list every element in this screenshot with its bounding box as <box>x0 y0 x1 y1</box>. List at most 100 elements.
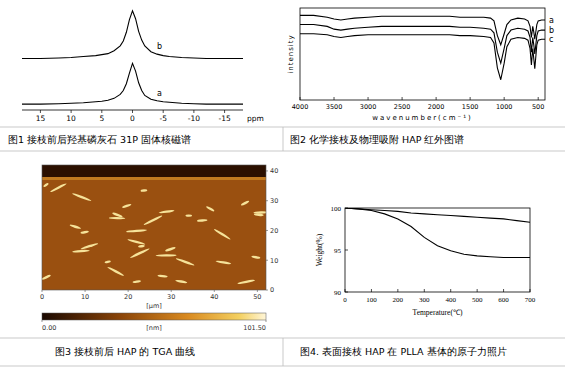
particle <box>130 247 150 258</box>
x-tick <box>85 290 86 292</box>
x-tick-label: 0 <box>343 296 347 304</box>
particle <box>157 274 167 277</box>
y-tick-label: 40 <box>270 167 278 175</box>
x-tick-label: -10 <box>188 114 200 123</box>
plot-frame <box>345 208 530 292</box>
image-frame <box>42 165 266 290</box>
table-rule <box>283 127 284 151</box>
series-line <box>22 63 243 104</box>
particle <box>213 228 231 240</box>
x-tick <box>193 110 194 113</box>
x-axis-title: [μm] <box>146 302 162 310</box>
x-tick <box>214 290 215 292</box>
series-label: b <box>549 26 554 35</box>
table-rule <box>0 151 565 152</box>
x-tick <box>132 110 133 113</box>
x-tick-label: 0 <box>130 114 135 123</box>
x-tick <box>424 289 425 292</box>
x-tick-label: 10 <box>81 293 89 301</box>
x-tick-label: 2500 <box>394 103 411 111</box>
x-tick-label: 10 <box>66 114 76 123</box>
colorbar-tick-label: 101.50 <box>243 324 266 332</box>
series-label: a <box>549 16 554 25</box>
particle <box>253 211 266 214</box>
particle <box>80 230 89 234</box>
particle <box>143 215 163 226</box>
caption: 图3 接枝前后 HAP 的 TGA 曲线 <box>55 346 195 357</box>
x-tick <box>334 97 335 100</box>
particle <box>50 182 67 192</box>
particle <box>42 274 51 280</box>
x-tick <box>42 290 43 292</box>
particle <box>140 189 147 192</box>
particle <box>156 254 177 257</box>
y-tick <box>266 200 268 201</box>
x-tick <box>163 110 164 113</box>
colorbar <box>42 313 266 320</box>
particle <box>158 209 174 214</box>
y-tick-label: 30 <box>270 197 278 205</box>
figure: 151050-5-10-15ppmab图1 接枝前后羟基磷灰石 31P 固体核磁… <box>0 0 565 370</box>
y-tick-label: 10 <box>270 257 278 265</box>
x-tick <box>101 110 102 113</box>
x-tick <box>503 289 504 292</box>
y-tick-label: 90 <box>334 289 342 297</box>
x-tick <box>402 97 403 100</box>
x-tick-label: 1000 <box>496 103 513 111</box>
x-tick-label: -5 <box>159 114 167 123</box>
colorbar-tick <box>266 320 267 322</box>
particle <box>197 219 208 222</box>
x-tick <box>477 289 478 292</box>
plot-area <box>300 15 545 79</box>
x-tick <box>450 289 451 292</box>
x-tick <box>257 290 258 292</box>
particle <box>237 279 255 285</box>
x-tick <box>504 97 505 100</box>
x-tick <box>538 97 539 100</box>
x-axis-title: ppm <box>247 114 264 123</box>
series-line <box>345 208 530 222</box>
particle <box>185 214 192 217</box>
particle <box>43 182 49 187</box>
series-line <box>300 34 545 80</box>
y-tick <box>345 292 348 293</box>
afm-ground <box>42 165 266 290</box>
x-tick-label: 700 <box>525 296 536 304</box>
x-tick-label: 3500 <box>326 103 343 111</box>
colorbar-title: [nm] <box>146 324 162 332</box>
x-tick <box>530 289 531 292</box>
particle <box>127 238 145 245</box>
colorbar-tick-label: 0.00 <box>42 324 56 332</box>
x-tick-label: -15 <box>218 114 230 123</box>
y-tick <box>266 290 268 291</box>
x-tick <box>128 290 129 292</box>
particle <box>72 249 90 252</box>
series-label: b <box>157 42 162 51</box>
x-tick <box>397 289 398 292</box>
x-tick-label: 15 <box>36 114 46 123</box>
plot-area <box>345 208 530 258</box>
table-rule <box>283 338 284 366</box>
particle <box>165 246 176 252</box>
x-tick-label: 100 <box>366 296 377 304</box>
x-tick <box>40 110 41 113</box>
y-axis-title: Weight(%) <box>315 233 324 266</box>
x-tick <box>224 110 225 113</box>
particle <box>109 217 125 220</box>
particle <box>122 203 132 208</box>
x-tick-label: 600 <box>498 296 509 304</box>
x-tick-label: 3000 <box>360 103 377 111</box>
y-tick-label: 100 <box>331 205 342 213</box>
plot-area <box>22 11 243 104</box>
particle <box>175 279 188 284</box>
particle <box>104 260 111 264</box>
plot-frame <box>300 8 545 100</box>
x-tick-label: 1500 <box>462 103 479 111</box>
particle <box>138 245 145 248</box>
x-tick-label: 5 <box>99 114 104 123</box>
series-label: a <box>157 89 162 98</box>
afm-edge <box>42 177 266 180</box>
x-tick-label: 30 <box>167 293 175 301</box>
particle <box>251 255 260 259</box>
particle <box>107 266 125 277</box>
